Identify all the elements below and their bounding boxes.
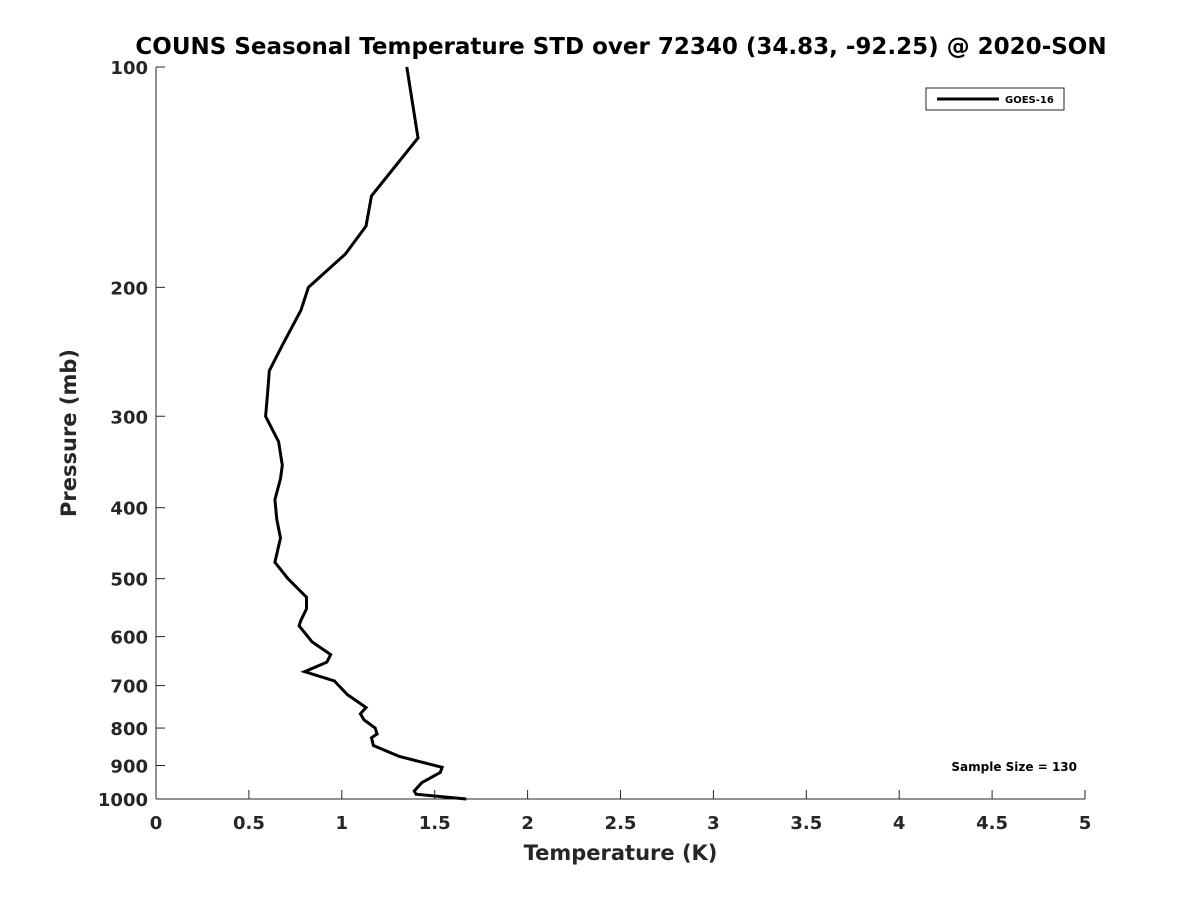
y-tick-label: 800	[110, 719, 148, 740]
x-tick-label: 3.5	[790, 813, 822, 834]
y-axis-label: Pressure (mb)	[57, 349, 81, 517]
y-tick-label: 300	[110, 407, 148, 428]
y-tick-label: 700	[110, 677, 148, 698]
y-tick-label: 900	[110, 757, 148, 778]
y-tick-label: 400	[110, 499, 148, 520]
x-tick-label: 4	[893, 813, 906, 834]
plot-area: 0 0.5 1 1.5 2 2.5 3 3.5 4 4.5 5 100 200 300 400 500 600…	[98, 58, 1091, 834]
x-tick-label: 2.5	[605, 813, 637, 834]
x-axis-label: Temperature (K)	[524, 841, 718, 865]
legend-label-goes-16: GOES-16	[1005, 95, 1054, 106]
x-tick-label: 0	[150, 813, 163, 834]
sample-size-annotation: Sample Size = 130	[951, 760, 1077, 774]
x-tick-label: 4.5	[976, 813, 1008, 834]
x-tick-label: 5	[1079, 813, 1092, 834]
x-tick-label: 3	[707, 813, 720, 834]
x-axis-ticks: 0 0.5 1 1.5 2 2.5 3 3.5 4 4.5 5	[150, 790, 1092, 834]
y-axis-ticks: 100 200 300 400 500 600 700 800 900 1000	[98, 58, 165, 811]
x-tick-label: 1	[336, 813, 349, 834]
x-tick-label: 0.5	[233, 813, 265, 834]
y-tick-label: 200	[110, 278, 148, 299]
series-lines	[264, 66, 467, 801]
y-tick-label: 600	[110, 628, 148, 649]
series-line-goes-16	[264, 66, 467, 801]
y-tick-label: 500	[110, 570, 148, 591]
x-tick-label: 2	[521, 813, 534, 834]
legend: GOES-16	[925, 87, 1065, 111]
y-tick-label: 1000	[98, 790, 148, 811]
y-tick-label: 100	[110, 58, 148, 79]
chart-title: COUNS Seasonal Temperature STD over 7234…	[135, 34, 1106, 60]
x-tick-label: 1.5	[419, 813, 451, 834]
